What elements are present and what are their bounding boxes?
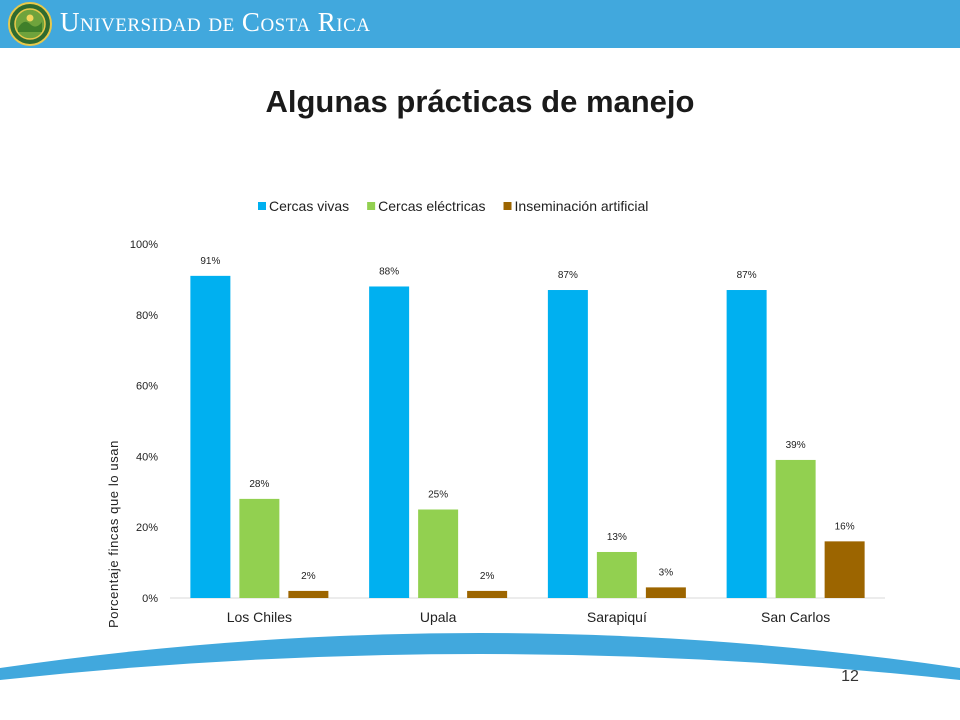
- y-tick-label: 20%: [136, 522, 158, 534]
- university-name: Universidad de Costa Rica: [60, 7, 371, 37]
- page-number: 12: [841, 668, 859, 685]
- chart-legend: Cercas vivas Cercas eléctricas Inseminació…: [258, 198, 648, 214]
- x-category-label: San Carlos: [761, 609, 830, 625]
- bar: [645, 587, 686, 598]
- bar: [288, 590, 329, 598]
- y-tick-label: 100%: [130, 239, 158, 251]
- bar-chart: Cercas vivas Cercas eléctricas Inseminació…: [106, 198, 885, 628]
- bar: [418, 509, 459, 598]
- bar: [369, 286, 410, 598]
- university-seal-icon: [8, 2, 52, 46]
- legend-swatch: [258, 202, 266, 210]
- data-label: 91%: [200, 256, 220, 267]
- data-label: 13%: [607, 532, 627, 543]
- slide-title: Algunas prácticas de manejo: [265, 84, 695, 119]
- y-tick-label: 80%: [136, 310, 158, 322]
- footer-wave: [0, 633, 960, 720]
- bars: 91% 28% 2% 88% 25% 2% 87% 13% 3% 87% 39% 16%: [190, 256, 865, 598]
- bar: [726, 290, 767, 598]
- y-tick-label: 40%: [136, 451, 158, 463]
- data-label: 2%: [480, 571, 495, 582]
- data-label: 87%: [558, 270, 578, 281]
- bar: [775, 459, 816, 598]
- y-tick-label: 0%: [142, 593, 158, 605]
- data-label: 39%: [786, 440, 806, 451]
- data-label: 28%: [249, 479, 269, 490]
- data-label: 16%: [835, 521, 855, 532]
- data-label: 88%: [379, 266, 399, 277]
- header-bar: Universidad de Costa Rica: [0, 0, 960, 48]
- data-label: 3%: [659, 567, 674, 578]
- legend-swatch: [503, 202, 512, 210]
- bar: [467, 590, 508, 598]
- legend-label: Inseminación artificial: [515, 198, 649, 214]
- x-axis-categories: Los Chiles Upala Sarapiquí San Carlos: [227, 609, 831, 625]
- legend-label: Cercas eléctricas: [378, 198, 485, 214]
- y-tick-label: 60%: [136, 381, 158, 393]
- legend-label: Cercas vivas: [269, 198, 349, 214]
- y-axis-label: Porcentaje fincas que lo usan: [106, 440, 121, 628]
- bar: [547, 290, 588, 598]
- data-label: 2%: [301, 571, 316, 582]
- x-category-label: Los Chiles: [227, 609, 292, 625]
- x-category-label: Upala: [420, 609, 457, 625]
- bar: [239, 498, 280, 598]
- x-category-label: Sarapiquí: [587, 609, 647, 625]
- data-label: 25%: [428, 490, 448, 501]
- data-label: 87%: [737, 270, 757, 281]
- legend-swatch: [367, 202, 376, 210]
- bar: [596, 551, 637, 598]
- bar: [190, 275, 231, 598]
- y-axis-ticks: 0% 20% 40% 60% 80% 100%: [130, 239, 158, 605]
- bar: [824, 541, 865, 598]
